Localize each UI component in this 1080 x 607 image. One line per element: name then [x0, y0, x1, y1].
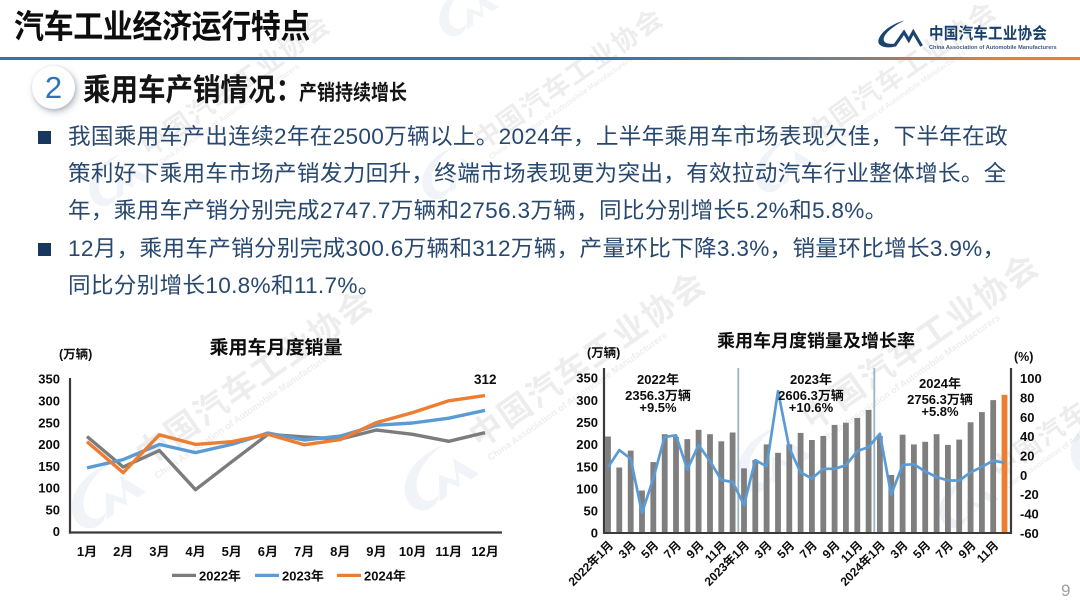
svg-text:200: 200	[576, 437, 598, 452]
svg-text:-20: -20	[1020, 487, 1039, 502]
svg-text:5月: 5月	[638, 538, 661, 561]
svg-text:0: 0	[53, 524, 60, 539]
svg-text:2022年: 2022年	[199, 569, 241, 584]
svg-text:+10.6%: +10.6%	[789, 400, 834, 415]
svg-text:(万辆): (万辆)	[59, 348, 92, 362]
svg-text:2024年: 2024年	[919, 376, 961, 391]
svg-text:6月: 6月	[258, 544, 278, 559]
svg-text:2月: 2月	[113, 544, 133, 559]
svg-text:150: 150	[38, 459, 60, 474]
svg-text:80: 80	[1020, 390, 1034, 405]
svg-text:20: 20	[1020, 448, 1034, 463]
svg-text:10月: 10月	[399, 544, 426, 559]
svg-text:2023年: 2023年	[790, 372, 832, 387]
svg-text:300: 300	[38, 394, 60, 409]
svg-text:7月: 7月	[294, 544, 314, 559]
svg-text:7月: 7月	[933, 538, 956, 561]
svg-text:-60: -60	[1020, 526, 1039, 541]
svg-text:5月: 5月	[222, 544, 242, 559]
svg-text:9月: 9月	[366, 544, 386, 559]
svg-text:5月: 5月	[910, 538, 933, 561]
svg-text:150: 150	[576, 459, 598, 474]
svg-text:3月: 3月	[149, 544, 169, 559]
svg-text:300: 300	[576, 393, 598, 408]
svg-text:+9.5%: +9.5%	[639, 400, 677, 415]
svg-text:200: 200	[38, 437, 60, 452]
svg-text:2606.3万辆: 2606.3万辆	[778, 388, 844, 403]
svg-text:8月: 8月	[330, 544, 350, 559]
svg-text:100: 100	[1020, 371, 1042, 386]
svg-text:3月: 3月	[752, 538, 775, 561]
svg-text:350: 350	[576, 371, 598, 386]
svg-text:0: 0	[1020, 468, 1027, 483]
svg-text:3月: 3月	[888, 538, 911, 561]
svg-text:3月: 3月	[616, 538, 639, 561]
svg-text:7月: 7月	[661, 538, 684, 561]
svg-text:12月: 12月	[471, 544, 498, 559]
svg-text:2356.3万辆: 2356.3万辆	[625, 388, 691, 403]
svg-text:100: 100	[576, 481, 598, 496]
svg-text:50: 50	[584, 504, 598, 519]
svg-text:350: 350	[38, 372, 60, 387]
svg-text:2756.3万辆: 2756.3万辆	[907, 392, 973, 407]
svg-text:11月: 11月	[435, 544, 462, 559]
svg-text:2024年: 2024年	[364, 569, 406, 584]
svg-text:11月: 11月	[974, 538, 1001, 565]
svg-text:(%): (%)	[1014, 350, 1033, 364]
svg-text:乘用车月度销量: 乘用车月度销量	[209, 337, 342, 359]
svg-text:250: 250	[576, 415, 598, 430]
svg-text:0: 0	[591, 526, 598, 541]
svg-text:乘用车月度销量及增长率: 乘用车月度销量及增长率	[717, 331, 915, 351]
svg-text:7月: 7月	[797, 538, 820, 561]
svg-text:2023年: 2023年	[282, 569, 324, 584]
svg-text:312: 312	[474, 372, 497, 387]
svg-text:1月: 1月	[77, 544, 97, 559]
svg-text:2022年1月: 2022年1月	[566, 538, 616, 588]
svg-text:+5.8%: +5.8%	[921, 404, 959, 419]
svg-text:50: 50	[46, 502, 60, 517]
svg-text:2022年: 2022年	[637, 372, 679, 387]
svg-text:250: 250	[38, 415, 60, 430]
svg-text:(万辆): (万辆)	[587, 346, 620, 360]
svg-text:100: 100	[38, 481, 60, 496]
svg-text:-40: -40	[1020, 507, 1039, 522]
svg-text:5月: 5月	[774, 538, 797, 561]
svg-text:60: 60	[1020, 410, 1034, 425]
svg-text:40: 40	[1020, 429, 1034, 444]
svg-text:4月: 4月	[185, 544, 205, 559]
